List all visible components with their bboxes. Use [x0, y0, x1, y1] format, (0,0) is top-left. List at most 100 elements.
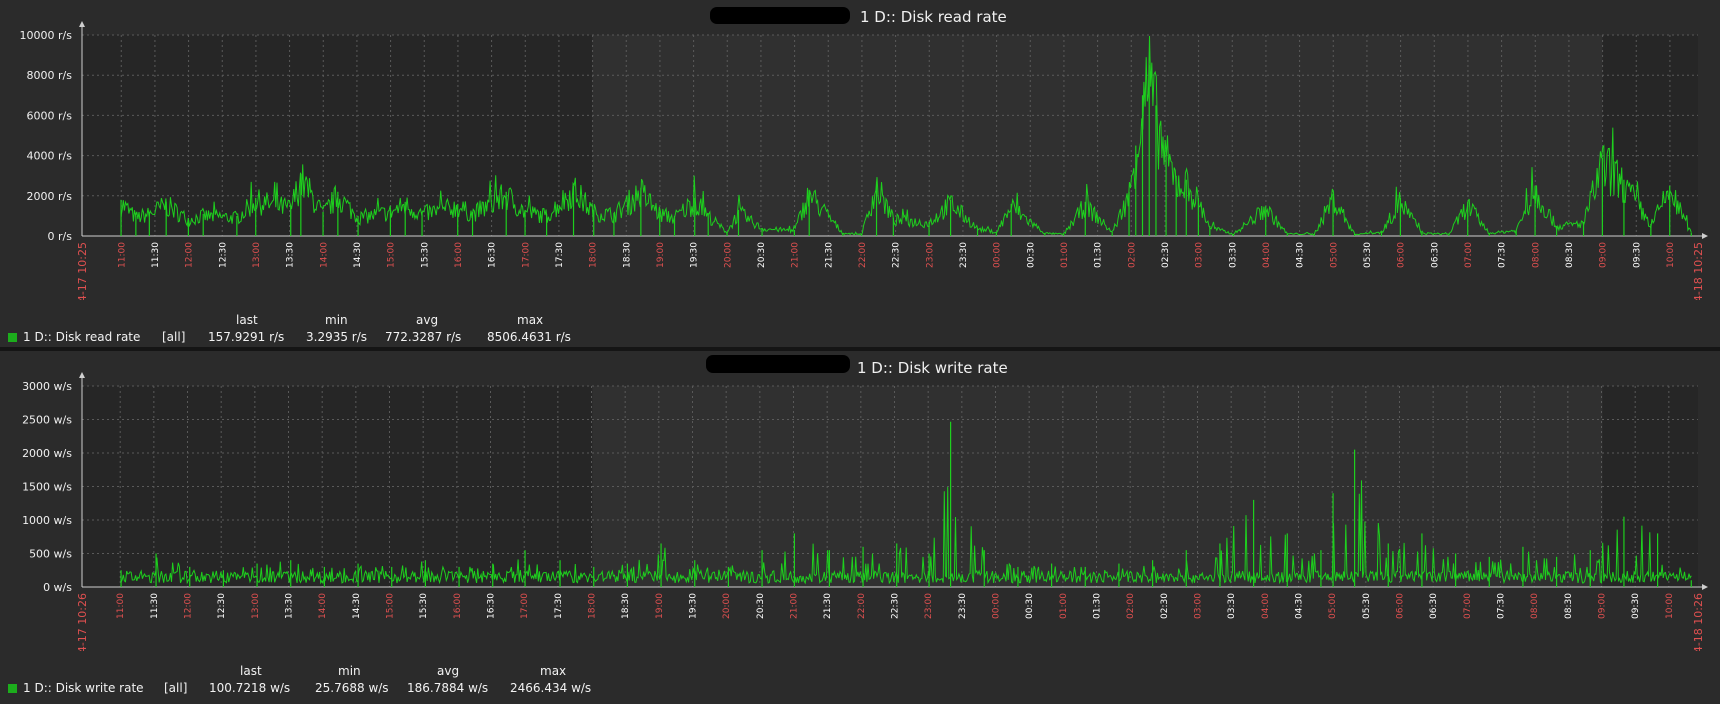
x-tick-label: 19:30 — [689, 593, 699, 619]
x-axis-arrow — [1702, 584, 1708, 590]
x-start-label: 04-17 10:26 — [76, 593, 89, 651]
x-tick-label: 01:30 — [1094, 242, 1104, 268]
legend-max-value: 8506.4631 r/s — [487, 330, 571, 344]
y-tick-label: 8000 r/s — [27, 69, 73, 82]
x-tick-label: 07:00 — [1463, 593, 1473, 619]
y-tick-label: 10000 r/s — [20, 29, 73, 42]
x-tick-label: 19:00 — [655, 593, 665, 619]
x-tick-label: 23:00 — [924, 593, 934, 619]
x-end-label: 04-18 10:26 — [1692, 593, 1705, 651]
x-start-label: 04-17 10:25 — [76, 242, 89, 300]
x-tick-label: 14:30 — [353, 242, 363, 268]
x-tick-label: 06:00 — [1397, 242, 1407, 268]
x-tick-label: 09:00 — [1599, 242, 1609, 268]
x-tick-label: 17:30 — [555, 242, 565, 268]
y-axis-arrow — [79, 21, 85, 27]
x-tick-label: 13:30 — [285, 593, 295, 619]
x-tick-label: 00:30 — [1025, 593, 1035, 619]
series-line — [120, 480, 1692, 585]
x-tick-label: 22:30 — [892, 242, 902, 268]
x-tick-label: 01:00 — [1059, 593, 1069, 619]
x-tick-label: 21:00 — [790, 593, 800, 619]
x-tick-label: 06:30 — [1430, 242, 1440, 268]
x-tick-label: 10:00 — [1666, 242, 1676, 268]
x-tick-label: 08:30 — [1565, 242, 1575, 268]
x-tick-label: 01:00 — [1060, 242, 1070, 268]
x-tick-label: 16:30 — [488, 242, 498, 268]
redacted-host-name — [706, 355, 850, 373]
y-tick-label: 2000 w/s — [22, 447, 72, 460]
x-tick-label: 20:30 — [757, 242, 767, 268]
x-tick-label: 09:30 — [1632, 242, 1642, 268]
x-end-label: 04-18 10:25 — [1692, 242, 1705, 300]
x-tick-label: 05:30 — [1363, 242, 1373, 268]
legend-avg-value: 186.7884 w/s — [407, 681, 489, 695]
x-tick-label: 22:00 — [857, 593, 867, 619]
x-tick-label: 09:00 — [1598, 593, 1608, 619]
legend-item-name: 1 D:: Disk read rate — [23, 330, 141, 344]
x-tick-label: 08:00 — [1531, 242, 1541, 268]
y-axis-arrow — [79, 372, 85, 378]
legend-color-swatch — [8, 684, 17, 693]
legend-item-name: 1 D:: Disk write rate — [23, 681, 144, 695]
legend-color-swatch — [8, 333, 17, 342]
x-tick-label: 14:00 — [319, 242, 329, 268]
x-tick-label: 12:30 — [217, 593, 227, 619]
legend-last-value: 100.7218 w/s — [209, 681, 291, 695]
x-tick-label: 00:30 — [1026, 242, 1036, 268]
legend-avg-header: avg — [416, 313, 439, 327]
x-tick-label: 18:30 — [622, 242, 632, 268]
x-tick-label: 21:30 — [824, 242, 834, 268]
x-tick-label: 03:30 — [1228, 242, 1238, 268]
x-tick-label: 02:00 — [1127, 242, 1137, 268]
legend-write: last min avg max 1 D:: Disk write rate [… — [0, 664, 1720, 698]
disk-read-rate-panel: 1 D:: Disk read rate 0 r/s 2000 r/s 4000 r… — [0, 0, 1720, 347]
x-axis-arrow — [1702, 233, 1708, 239]
x-tick-label: 22:30 — [891, 593, 901, 619]
legend-min-header: min — [325, 313, 348, 327]
x-tick-label: 18:00 — [589, 242, 599, 268]
x-tick-label: 00:00 — [992, 593, 1002, 619]
legend-min-header: min — [338, 664, 361, 678]
disk-write-rate-chart: 1 D:: Disk write rate 0 w/s 500 w/s 1000 w… — [22, 359, 1708, 651]
y-tick-label: 1500 w/s — [22, 481, 72, 494]
x-tick-label: 21:30 — [823, 593, 833, 619]
series-line — [120, 35, 1692, 236]
legend-avg-header: avg — [437, 664, 460, 678]
redacted-host-name — [710, 7, 850, 24]
x-tick-label: 20:00 — [722, 593, 732, 619]
x-tick-label: 20:30 — [756, 593, 766, 619]
chart-title: 1 D:: Disk write rate — [857, 359, 1008, 377]
x-tick-label: 19:00 — [656, 242, 666, 268]
x-tick-label: 23:30 — [958, 593, 968, 619]
x-tick-label: 03:00 — [1195, 242, 1205, 268]
x-tick-label: 11:00 — [117, 242, 127, 268]
x-tick-label: 15:30 — [420, 242, 430, 268]
x-tick-label: 16:00 — [454, 242, 464, 268]
x-tick-label: 07:00 — [1464, 242, 1474, 268]
x-tick-label: 12:00 — [184, 593, 194, 619]
legend-max-value: 2466.434 w/s — [510, 681, 592, 695]
x-tick-label: 12:00 — [185, 242, 195, 268]
x-tick-label: 18:30 — [621, 593, 631, 619]
legend-max-header: max — [517, 313, 544, 327]
y-tick-label: 0 r/s — [48, 230, 73, 243]
legend-last-header: last — [240, 664, 262, 678]
x-tick-label: 12:30 — [218, 242, 228, 268]
y-tick-label: 1000 w/s — [22, 514, 72, 527]
x-tick-label: 23:00 — [925, 242, 935, 268]
disk-write-rate-panel: 1 D:: Disk write rate 0 w/s 500 w/s 1000 w… — [0, 351, 1720, 704]
x-tick-label: 13:30 — [286, 242, 296, 268]
x-tick-label: 14:30 — [352, 593, 362, 619]
x-tick-label: 05:00 — [1328, 593, 1338, 619]
x-tick-label: 08:30 — [1564, 593, 1574, 619]
disk-read-rate-chart: 1 D:: Disk read rate 0 r/s 2000 r/s 4000 r… — [20, 8, 1708, 300]
x-tick-label: 06:30 — [1429, 593, 1439, 619]
legend-min-value: 25.7688 w/s — [315, 681, 389, 695]
x-tick-label: 21:00 — [791, 242, 801, 268]
x-tick-label: 11:00 — [116, 593, 126, 619]
x-tick-label: 08:00 — [1530, 593, 1540, 619]
x-tick-label: 13:00 — [252, 242, 262, 268]
x-tick-label: 15:00 — [387, 242, 397, 268]
legend-max-header: max — [540, 664, 567, 678]
